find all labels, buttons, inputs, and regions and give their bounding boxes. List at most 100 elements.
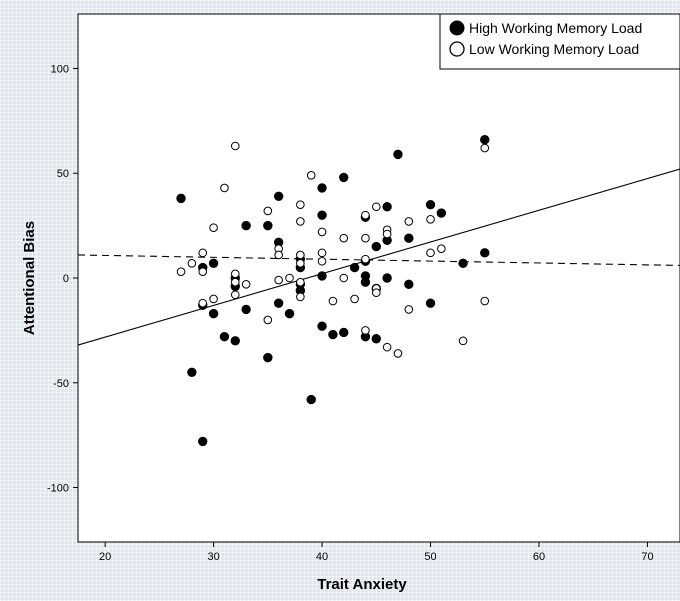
point-low-load	[404, 217, 414, 226]
point-high-load	[241, 304, 251, 315]
point-low-load	[263, 315, 273, 325]
legend-marker-high-load	[449, 20, 465, 36]
x-tick-label: 40	[316, 551, 328, 563]
point-low-load	[317, 227, 327, 237]
legend-box	[439, 13, 680, 70]
y-tick-label: 50	[57, 168, 69, 180]
x-tick-label: 60	[533, 551, 545, 563]
point-low-load	[361, 254, 370, 264]
point-low-load	[426, 248, 435, 258]
point-low-load	[382, 229, 392, 239]
y-tick-label: 0	[63, 273, 69, 285]
point-high-load	[208, 258, 219, 269]
point-low-load	[339, 233, 349, 243]
x-axis-title: Trait Anxiety	[317, 576, 407, 593]
point-high-load	[371, 241, 381, 252]
y-tick-label: -50	[53, 378, 69, 390]
point-high-load	[339, 327, 349, 338]
point-high-load	[393, 149, 403, 160]
x-tick-label: 30	[207, 551, 219, 563]
point-low-load	[480, 143, 490, 153]
point-high-load	[317, 210, 327, 220]
point-low-load	[296, 217, 305, 226]
point-high-load	[458, 258, 468, 269]
point-low-load	[230, 290, 240, 300]
point-high-load	[425, 199, 436, 210]
legend-label-low-load: Low Working Memory Load	[469, 41, 639, 57]
point-high-load	[176, 193, 186, 204]
point-low-load	[230, 269, 240, 279]
fit-line-high-load	[77, 168, 680, 346]
data-points	[176, 135, 490, 447]
point-low-load	[187, 259, 197, 268]
y-tick-label: 100	[51, 63, 69, 75]
point-low-load	[263, 206, 273, 216]
point-low-load	[230, 277, 240, 287]
point-low-load	[350, 294, 359, 304]
point-high-load	[241, 220, 251, 231]
point-high-load	[317, 271, 327, 281]
point-low-load	[361, 326, 370, 335]
x-tick-label: 20	[99, 551, 111, 563]
point-high-load	[208, 308, 219, 319]
point-high-load	[230, 336, 240, 346]
point-high-load	[263, 220, 273, 231]
legend: High Working Memory Load Low Working Mem…	[439, 13, 680, 70]
point-high-load	[219, 331, 230, 342]
point-high-load	[371, 334, 381, 344]
point-low-load	[306, 171, 316, 180]
x-tick-label: 50	[424, 551, 436, 563]
point-low-load	[198, 298, 208, 308]
point-low-load	[220, 183, 229, 193]
point-low-load	[176, 267, 186, 277]
point-high-load	[187, 367, 197, 377]
point-high-load	[273, 191, 284, 201]
point-low-load	[480, 296, 490, 306]
point-low-load	[198, 248, 208, 258]
fit-lines	[77, 168, 680, 346]
y-axis: -100 -50 0 50 100	[47, 63, 78, 495]
point-low-load	[328, 296, 338, 306]
point-high-load	[263, 352, 273, 363]
point-high-load	[317, 183, 327, 193]
point-high-load	[404, 233, 414, 243]
point-low-load	[241, 279, 251, 289]
point-low-load	[339, 273, 349, 283]
point-high-load	[382, 202, 392, 212]
point-low-load	[274, 250, 283, 260]
point-high-load	[436, 208, 447, 218]
point-low-load	[437, 244, 446, 253]
point-high-load	[404, 279, 414, 289]
point-low-load	[296, 292, 305, 302]
point-high-load	[360, 277, 371, 287]
point-low-load	[317, 256, 327, 266]
point-high-load	[349, 262, 360, 273]
fit-line-low-load	[77, 254, 680, 266]
point-high-load	[317, 321, 327, 331]
point-high-load	[480, 135, 490, 145]
point-low-load	[198, 267, 208, 277]
point-low-load	[382, 342, 392, 352]
point-high-load	[425, 298, 436, 308]
y-tick-label: -100	[47, 483, 69, 495]
point-low-load	[209, 223, 218, 233]
point-low-load	[274, 275, 283, 285]
point-low-load	[317, 248, 327, 258]
point-low-load	[393, 349, 403, 358]
point-high-load	[273, 298, 284, 308]
point-low-load	[285, 273, 294, 283]
point-low-load	[404, 305, 414, 314]
y-axis-title: Attentional Bias	[21, 221, 38, 335]
point-low-load	[209, 294, 218, 304]
point-high-load	[480, 248, 490, 258]
point-high-load	[382, 273, 392, 283]
point-low-load	[458, 336, 468, 346]
point-low-load	[296, 277, 305, 287]
point-low-load	[371, 202, 381, 212]
point-high-load	[306, 394, 316, 405]
point-low-load	[426, 215, 435, 224]
point-low-load	[296, 259, 305, 268]
legend-marker-low-load	[449, 41, 465, 57]
point-low-load	[296, 200, 305, 209]
